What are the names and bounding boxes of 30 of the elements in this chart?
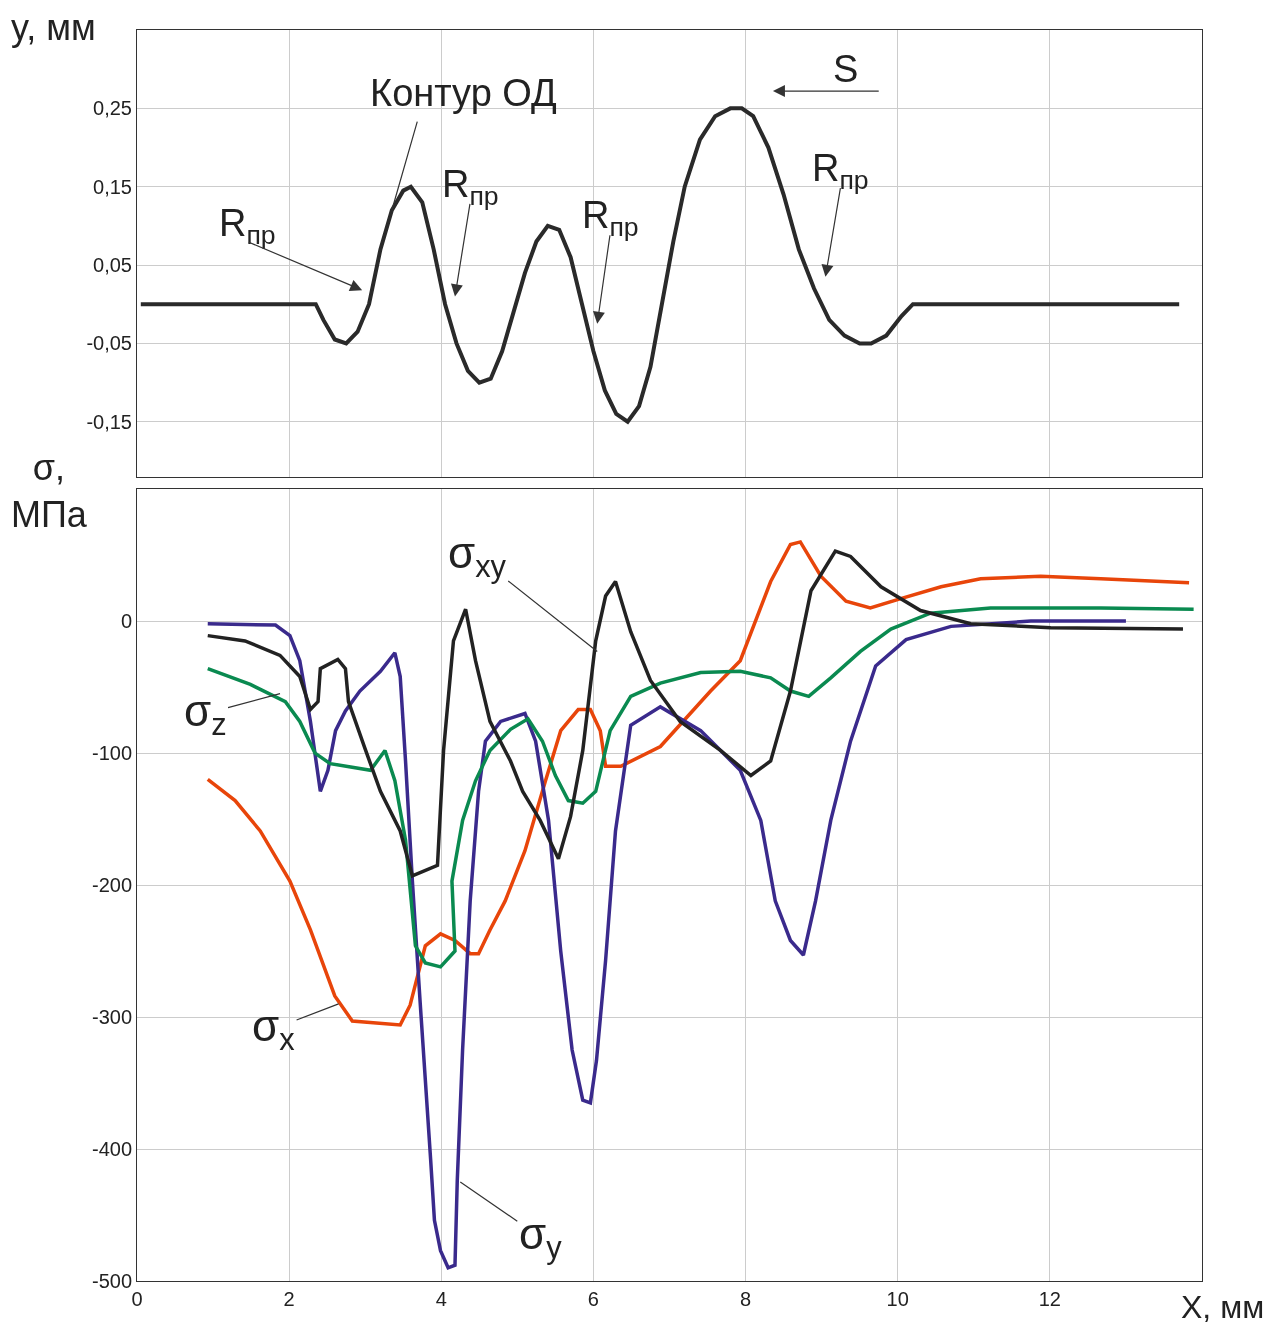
y-tick-label: -500 <box>91 1270 132 1292</box>
y-tick-label: 0 <box>120 610 132 633</box>
annotation: σ$_{y}$ <box>519 1209 563 1266</box>
y-tick-label: -0,15 <box>86 410 132 433</box>
y-tick-label: 0,25 <box>93 97 132 120</box>
y-tick-label: -400 <box>91 1138 132 1161</box>
x-tick-label: 8 <box>740 1288 752 1310</box>
x-tick-label: 6 <box>587 1288 599 1310</box>
x-tick-label: 12 <box>1038 1288 1061 1310</box>
x-tick-label: 10 <box>886 1288 909 1310</box>
y-axis-title: σ, МПа <box>11 447 88 535</box>
y-tick-label: 0,15 <box>93 175 132 198</box>
y-axis-title: y, мм <box>11 7 96 48</box>
annotation: R$_{пр}$ <box>582 194 639 242</box>
x-tick-label: 4 <box>435 1288 447 1310</box>
annotation: S <box>833 48 859 90</box>
x-axis-title: X, мм <box>1181 1289 1265 1325</box>
y-tick-label: -300 <box>91 1006 132 1029</box>
y-tick-label: -200 <box>91 874 132 897</box>
annotation: σ$_{x}$ <box>252 1001 296 1058</box>
y-tick-label: 0,05 <box>93 254 132 277</box>
annotation: Контур ОД <box>370 72 558 114</box>
y-tick-label: -100 <box>91 742 132 765</box>
annotation: σ$_{z}$ <box>184 686 227 743</box>
annotation: σ$_{xy}$ <box>448 528 507 585</box>
annotation: R$_{пр}$ <box>442 163 499 211</box>
annotation: R$_{пр}$ <box>219 202 276 250</box>
y-tick-label: -0,05 <box>86 332 132 355</box>
annotation: R$_{пр}$ <box>812 147 869 195</box>
x-tick-label: 2 <box>283 1288 295 1310</box>
